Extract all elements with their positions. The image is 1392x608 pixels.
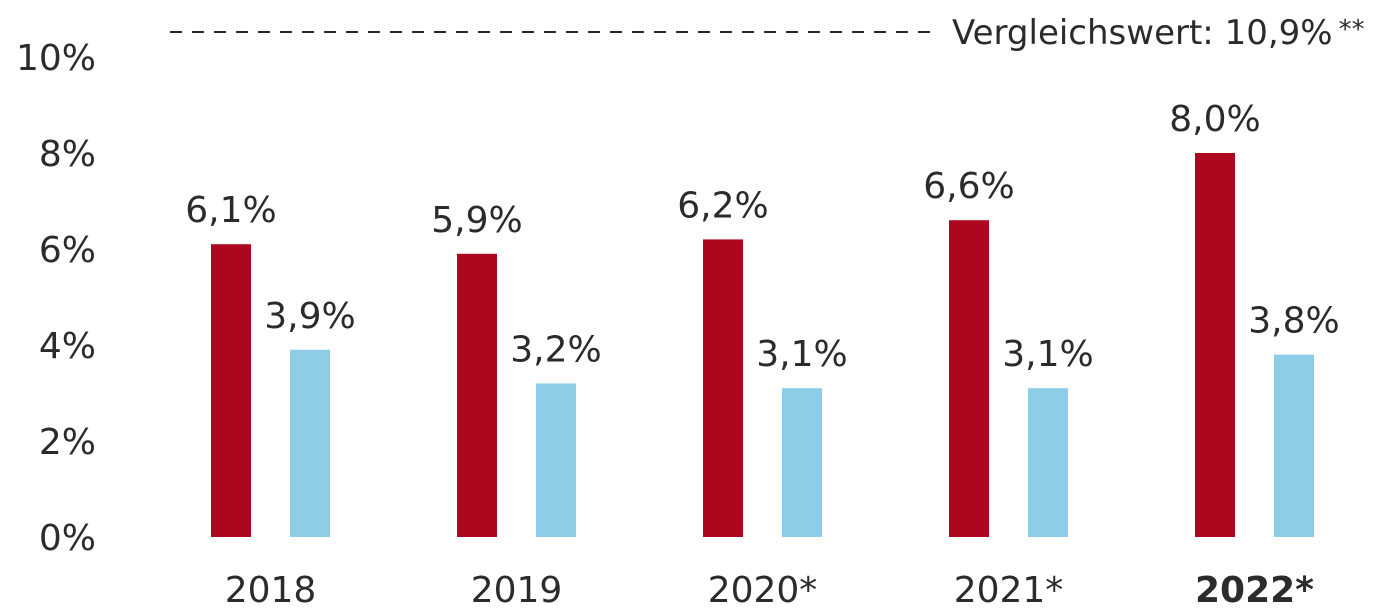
bar-series-1 [211, 244, 251, 537]
bar-series-2 [1028, 388, 1068, 537]
data-labels: 6,1% 5,9% 6,2% 6,6% 8,0% 3,9% 3,2% 3,1% 3,1% 3,8% [185, 99, 1339, 375]
bar-series-1 [703, 239, 743, 537]
bar-series-1 [1195, 153, 1235, 537]
bars [211, 153, 1314, 538]
x-category-label: 2022* [1195, 570, 1314, 608]
data-label: 8,0% [1169, 99, 1260, 140]
y-tick-label: 8% [39, 134, 96, 175]
bar-series-2 [1274, 354, 1314, 537]
x-axis-category-labels: 2018 2019 2020* 2021* 2022* [225, 570, 1314, 608]
reference-line-label: Vergleichswert: 10,9% ** [952, 13, 1365, 53]
data-label: 3,1% [756, 334, 847, 375]
data-label: 6,6% [923, 166, 1014, 207]
x-category-label: 2019 [471, 570, 563, 608]
bar-series-2 [290, 349, 330, 537]
x-category-label: 2021* [954, 570, 1064, 608]
bar-series-1 [949, 220, 989, 537]
data-label: 3,8% [1248, 301, 1339, 342]
data-label: 5,9% [431, 200, 522, 241]
y-tick-label: 0% [39, 518, 96, 559]
data-label: 3,9% [264, 296, 355, 337]
x-category-label: 2018 [225, 570, 317, 608]
data-label: 6,2% [677, 185, 768, 226]
bar-series-1 [457, 253, 497, 538]
reference-line-group: Vergleichswert: 10,9% ** [170, 13, 1365, 53]
y-tick-label: 6% [39, 230, 96, 271]
data-label: 3,2% [510, 329, 601, 370]
y-tick-label: 4% [39, 326, 96, 367]
bar-series-2 [536, 383, 576, 537]
y-tick-label: 10% [16, 38, 96, 79]
data-label: 6,1% [185, 190, 276, 231]
reference-footnote-mark: ** [1339, 15, 1365, 45]
y-axis-tick-labels: 0% 2% 4% 6% 8% 10% [16, 38, 96, 559]
data-label: 3,1% [1002, 334, 1093, 375]
x-category-label: 2020* [708, 570, 818, 608]
y-tick-label: 2% [39, 422, 96, 463]
bar-series-2 [782, 388, 822, 537]
